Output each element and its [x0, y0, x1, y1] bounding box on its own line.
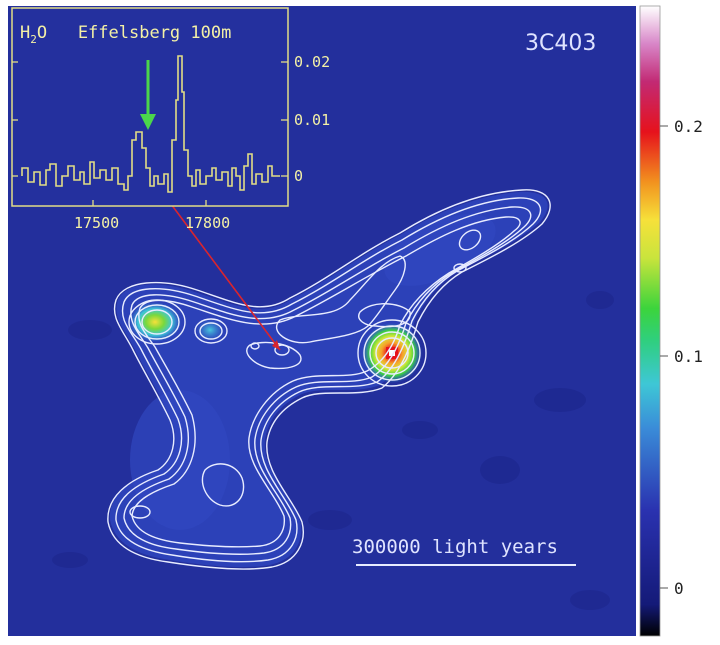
inset-title-molecule: H: [20, 23, 30, 43]
colorbar: 0.2 0.1 0: [639, 5, 703, 637]
inset-y-axis: [12, 61, 288, 206]
inset-title-subscript: 2: [30, 33, 37, 46]
inset-y-tick-high: 0.02: [294, 53, 330, 71]
scale-bar-label: 300000 light years: [352, 536, 558, 558]
pointer-line: [164, 195, 281, 351]
line-marker-arrowhead: [140, 114, 156, 130]
inset-y-tick-mid: 0.01: [294, 111, 330, 129]
object-label: 3C403: [525, 31, 596, 56]
inset-title: H2O Effelsberg 100m: [20, 23, 231, 46]
inset-y-tick-zero: 0: [294, 167, 303, 185]
pointer-arrowhead: [272, 340, 280, 350]
contour-lines: [107, 189, 551, 570]
colorbar-tick-0: 0: [674, 579, 684, 598]
spectrum-inset: H2O Effelsberg 100m 0.02 0.01 0 17500 17…: [11, 7, 330, 232]
inset-x-tick-right: 17800: [185, 214, 230, 232]
inset-frame: [11, 7, 289, 207]
spectrum-trace: [21, 55, 280, 193]
background-noise: [52, 291, 614, 610]
inset-x-tick-left: 17500: [74, 214, 119, 232]
colorbar-tick-0-1: 0.1: [674, 347, 703, 366]
colorbar-gradient: [639, 5, 661, 637]
inset-title-rest: O Effelsberg 100m: [37, 23, 231, 43]
colorbar-tick-0-2: 0.2: [674, 117, 703, 136]
